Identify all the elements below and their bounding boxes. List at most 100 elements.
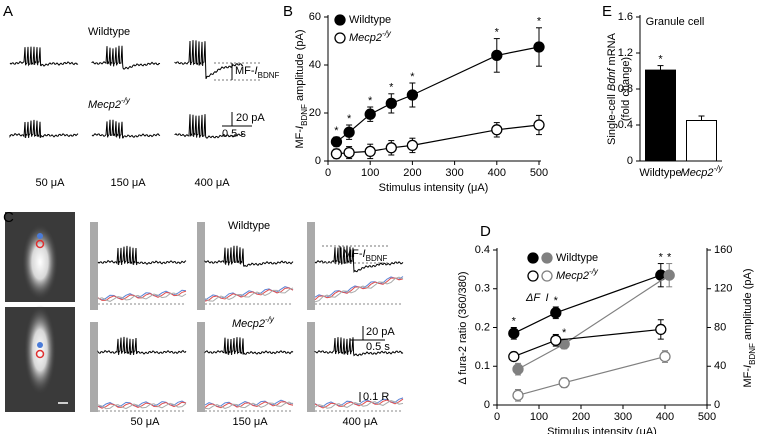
- stimulus-bar: [197, 222, 205, 310]
- genotype-label: Wildtype: [88, 26, 130, 38]
- stimulus-bar: [307, 222, 315, 310]
- x-tick-label: 300: [445, 167, 463, 179]
- y-axis-label-part: Single-cell: [606, 91, 618, 145]
- y-axis-label-part: BDNF: [300, 104, 309, 126]
- data-point: [533, 41, 545, 53]
- x-tick-label: 300: [614, 411, 632, 423]
- legend-label: Mecp2-/y: [349, 29, 392, 44]
- y-tick-label: 0.2: [475, 321, 490, 333]
- series-line: [336, 46, 540, 143]
- y-tick-label: 0: [714, 399, 720, 411]
- y-tick-label: 0.1: [475, 360, 490, 372]
- y-tick-label: 0.4: [618, 119, 633, 131]
- x-tick-label: 200: [403, 167, 421, 179]
- x-tick-label: 400: [488, 167, 506, 179]
- x-tick-label-part: -/y: [714, 164, 724, 173]
- current-trace: [204, 337, 294, 356]
- legend-marker: [541, 252, 553, 264]
- genotype-label-part: -/y: [265, 315, 275, 324]
- data-point: [550, 307, 562, 319]
- significance: *: [368, 95, 373, 107]
- y-tick-label: 0.8: [618, 83, 633, 95]
- annotation-part: I: [363, 248, 366, 260]
- stimulus-bar: [90, 322, 98, 412]
- significance: *: [389, 82, 394, 94]
- ratio-trace: [204, 287, 294, 302]
- legend-label-part: Wildtype: [556, 252, 598, 264]
- annotation-part: BDNF: [258, 71, 280, 80]
- error-bar: [698, 115, 705, 121]
- data-point: [533, 119, 545, 131]
- y-axis-label: MF-IBDNF amplitude (pA): [742, 269, 757, 388]
- significance: *: [667, 251, 672, 263]
- y-axis-label-part: BDNF: [748, 343, 757, 365]
- x-tick-label: 100: [530, 411, 548, 423]
- data-point: [330, 136, 343, 148]
- y-axis-label-part: MF-: [742, 368, 754, 388]
- x-tick-label: 500: [698, 411, 716, 423]
- y-tick-label: 1.2: [618, 47, 633, 59]
- x-tick-label: 100: [361, 167, 379, 179]
- annotation-part: MF-: [343, 248, 363, 260]
- legend-label: Wildtype: [349, 14, 391, 26]
- genotype-label: Mecp2-/y: [88, 96, 131, 111]
- x-tick-label: 400: [656, 411, 674, 423]
- legend-note: ΔF: [525, 292, 541, 304]
- roi: [35, 349, 45, 359]
- current-trace: [204, 245, 294, 268]
- y-axis-label: (fold change): [620, 57, 632, 121]
- annotation-part: MF-: [235, 65, 255, 77]
- legend-label: Mecp2-/y: [556, 267, 599, 282]
- data-point: [330, 148, 343, 160]
- data-point: [512, 389, 524, 401]
- ratio-trace: [204, 286, 294, 301]
- y-axis-label-part: Bdnf: [606, 68, 618, 92]
- annotation: MF-IBDNF: [343, 248, 388, 263]
- legend-label-part: Mecp2: [556, 270, 589, 282]
- annotation-part: I: [255, 65, 258, 77]
- significance: *: [537, 16, 542, 28]
- y-tick-label: 80: [714, 321, 726, 333]
- y-tick-label: 0: [627, 155, 633, 167]
- genotype-label-part: Mecp2: [88, 99, 121, 111]
- significance: *: [495, 27, 500, 39]
- y-tick-label: 160: [714, 244, 732, 256]
- x-tick-label: Wildtype: [639, 167, 681, 179]
- roi: [37, 342, 43, 348]
- stimulus-label: 50 μA: [36, 177, 66, 189]
- significance: *: [334, 125, 339, 137]
- bar: [645, 69, 676, 162]
- x-tick-label-part: Mecp2: [681, 167, 714, 179]
- error-bar: [657, 65, 664, 71]
- legend-marker: [334, 14, 346, 26]
- y-tick-label: 120: [714, 283, 732, 295]
- scale-label: 20 pA: [366, 326, 395, 338]
- panel-label: D: [480, 223, 491, 240]
- data-point: [343, 146, 355, 159]
- stimulus-label: 50 μA: [131, 416, 161, 428]
- data-point: [364, 145, 376, 158]
- panel-label: B: [283, 3, 293, 20]
- roi: [35, 239, 45, 249]
- ratio-trace: [314, 398, 404, 409]
- x-tick-label: 0: [325, 167, 331, 179]
- data-point: [558, 377, 570, 389]
- roi: [37, 233, 43, 239]
- y-tick-label: 60: [309, 11, 321, 23]
- legend-marker: [541, 270, 553, 282]
- y-tick-label: 0.3: [475, 283, 490, 295]
- stimulus-label: 400 μA: [342, 416, 378, 428]
- ratio-trace: [97, 402, 187, 410]
- ratio-trace: [97, 401, 187, 409]
- series-line: [513, 328, 661, 358]
- cell-glow: [22, 224, 58, 300]
- current-trace: [97, 336, 187, 356]
- data-point: [491, 49, 503, 62]
- ratio-trace: [314, 277, 404, 301]
- y-tick-label: 40: [309, 59, 321, 71]
- significance: *: [658, 54, 663, 66]
- ratio-trace: [314, 276, 404, 303]
- current-trace: [314, 337, 404, 357]
- stimulus-bar: [90, 222, 98, 310]
